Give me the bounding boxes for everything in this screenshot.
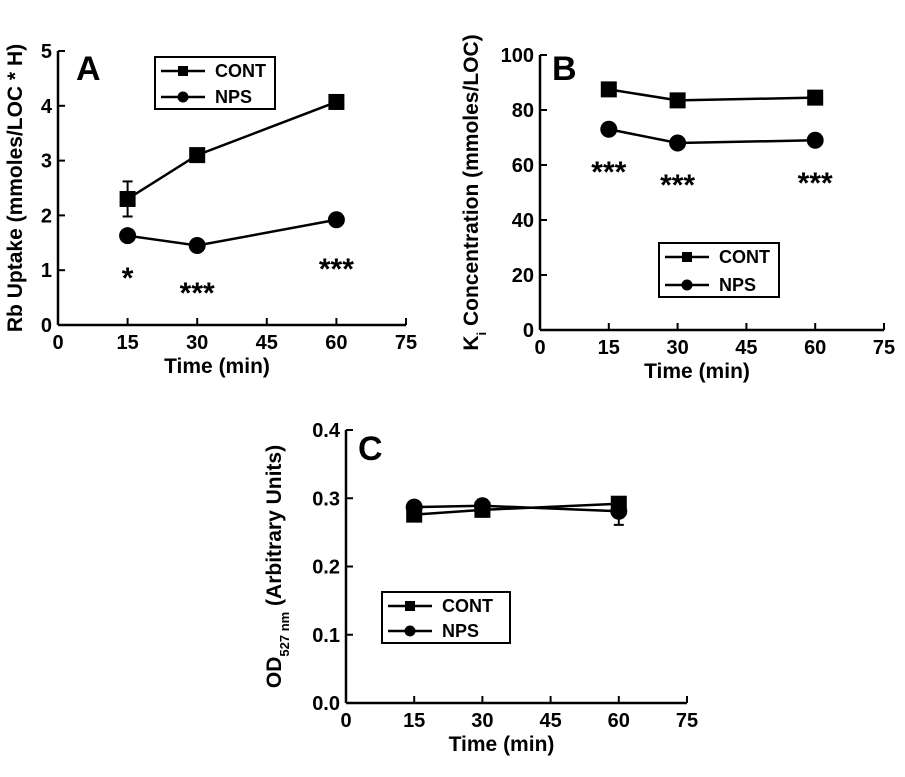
y-tick-label: 0.3 — [312, 488, 340, 510]
data-point-circle — [188, 237, 206, 255]
x-tick-label: 60 — [325, 332, 347, 354]
y-tick-label: 80 — [512, 100, 534, 122]
series-line — [127, 218, 337, 247]
y-axis-label: OD527 nm (Arbitrary Units) — [263, 445, 292, 688]
data-point-square — [669, 92, 686, 109]
y-tick-label: 0.0 — [312, 693, 340, 715]
y-tick-label: 3 — [41, 151, 52, 173]
x-tick-label: 60 — [608, 710, 630, 732]
data-point-circle — [669, 134, 687, 152]
y-tick-label: 40 — [512, 210, 534, 232]
series-nps — [600, 120, 824, 152]
legend-marker-square — [178, 66, 188, 76]
panel-letter: C — [358, 430, 383, 468]
data-point-square — [119, 190, 136, 207]
x-tick-label: 30 — [471, 710, 493, 732]
legend-box — [658, 242, 780, 298]
y-tick-label: 1 — [41, 260, 52, 282]
significance-annotation: *** — [591, 156, 626, 189]
x-tick-label: 15 — [598, 337, 620, 359]
panel-letter: B — [552, 50, 577, 88]
x-tick-label: 0 — [534, 337, 545, 359]
legend-marker-circle — [177, 91, 189, 103]
x-tick-label: 30 — [666, 337, 688, 359]
x-tick-label: 75 — [395, 332, 417, 354]
y-tick-label: 60 — [512, 155, 534, 177]
chart-panel-c: 0.0 0.1 0.2 0.3 0.4 0 15 30 45 60 75 Time (min) OD52… — [263, 420, 698, 756]
legend: CONT NPS — [154, 56, 276, 110]
legend-marker-square — [682, 252, 692, 262]
y-tick-label: 0 — [523, 320, 534, 342]
y-tick-label: 0.4 — [312, 420, 341, 442]
data-point-square — [189, 147, 206, 164]
legend-marker-circle — [681, 279, 693, 291]
x-tick-label: 45 — [735, 337, 757, 359]
series-cont — [600, 81, 824, 109]
y-tick-label: 5 — [41, 41, 52, 63]
x-tick-label: 0 — [340, 710, 351, 732]
x-tick-label: 0 — [52, 332, 63, 354]
x-tick-label: 75 — [873, 337, 895, 359]
data-point-circle — [600, 120, 618, 138]
data-point-square — [807, 89, 824, 106]
data-point-circle — [473, 497, 491, 515]
y-tick-label: 0.1 — [312, 625, 340, 647]
x-tick-label: 15 — [403, 710, 425, 732]
series-line — [608, 128, 816, 145]
series-nps — [405, 496, 628, 526]
y-tick-label: 0 — [41, 315, 52, 337]
legend-label: CONT — [442, 596, 493, 616]
x-axis-label: Time (min) — [644, 360, 750, 383]
legend-marker-circle — [404, 625, 416, 637]
series-line — [126, 100, 337, 201]
x-tick-label: 30 — [186, 332, 208, 354]
legend-box — [154, 56, 276, 110]
x-tick-label: 45 — [539, 710, 561, 732]
series-cont — [119, 93, 345, 218]
data-point-circle — [806, 131, 824, 149]
data-point-circle — [405, 498, 423, 516]
legend-label: NPS — [719, 275, 756, 295]
y-tick-label: 20 — [512, 265, 534, 287]
y-axis-label: Ki Concentration (mmoles/LOC) — [460, 34, 489, 350]
legend-label: CONT — [719, 247, 770, 267]
data-point-square — [600, 81, 617, 98]
series-line — [608, 88, 816, 102]
legend-marker-square — [405, 601, 415, 611]
y-tick-label: 0.2 — [312, 557, 340, 579]
y-tick-label: 4 — [41, 96, 53, 118]
x-axis-label: Time (min) — [449, 733, 555, 756]
significance-annotation: *** — [660, 169, 695, 202]
x-tick-label: 15 — [116, 332, 138, 354]
legend: CONT NPS — [381, 591, 511, 644]
data-point-square — [328, 93, 345, 110]
legend-label: NPS — [442, 621, 479, 641]
data-point-circle — [327, 211, 345, 229]
x-tick-label: 75 — [676, 710, 698, 732]
panel-letter: A — [76, 50, 101, 88]
y-tick-label: 2 — [41, 205, 52, 227]
series-nps — [119, 211, 345, 255]
y-axis-label: Rb Uptake (mmoles/LOC * H) — [4, 44, 27, 332]
legend-label: NPS — [215, 87, 252, 107]
x-axis-label: Time (min) — [164, 355, 270, 378]
legend-box — [381, 591, 511, 644]
significance-annotation: *** — [180, 277, 215, 310]
legend: CONT NPS — [658, 242, 780, 298]
significance-annotation: * — [122, 262, 134, 295]
significance-annotation: *** — [319, 253, 354, 286]
legend-label: CONT — [215, 61, 266, 81]
chart-panel-b: 0 20 40 60 80 100 0 15 30 45 60 75 Time (min) Ki Conc… — [460, 34, 895, 383]
significance-annotation: *** — [798, 167, 833, 200]
y-tick-label: 100 — [501, 45, 534, 67]
data-point-circle — [119, 227, 137, 245]
x-tick-label: 45 — [256, 332, 278, 354]
x-tick-label: 60 — [804, 337, 826, 359]
data-point-circle — [610, 502, 628, 520]
